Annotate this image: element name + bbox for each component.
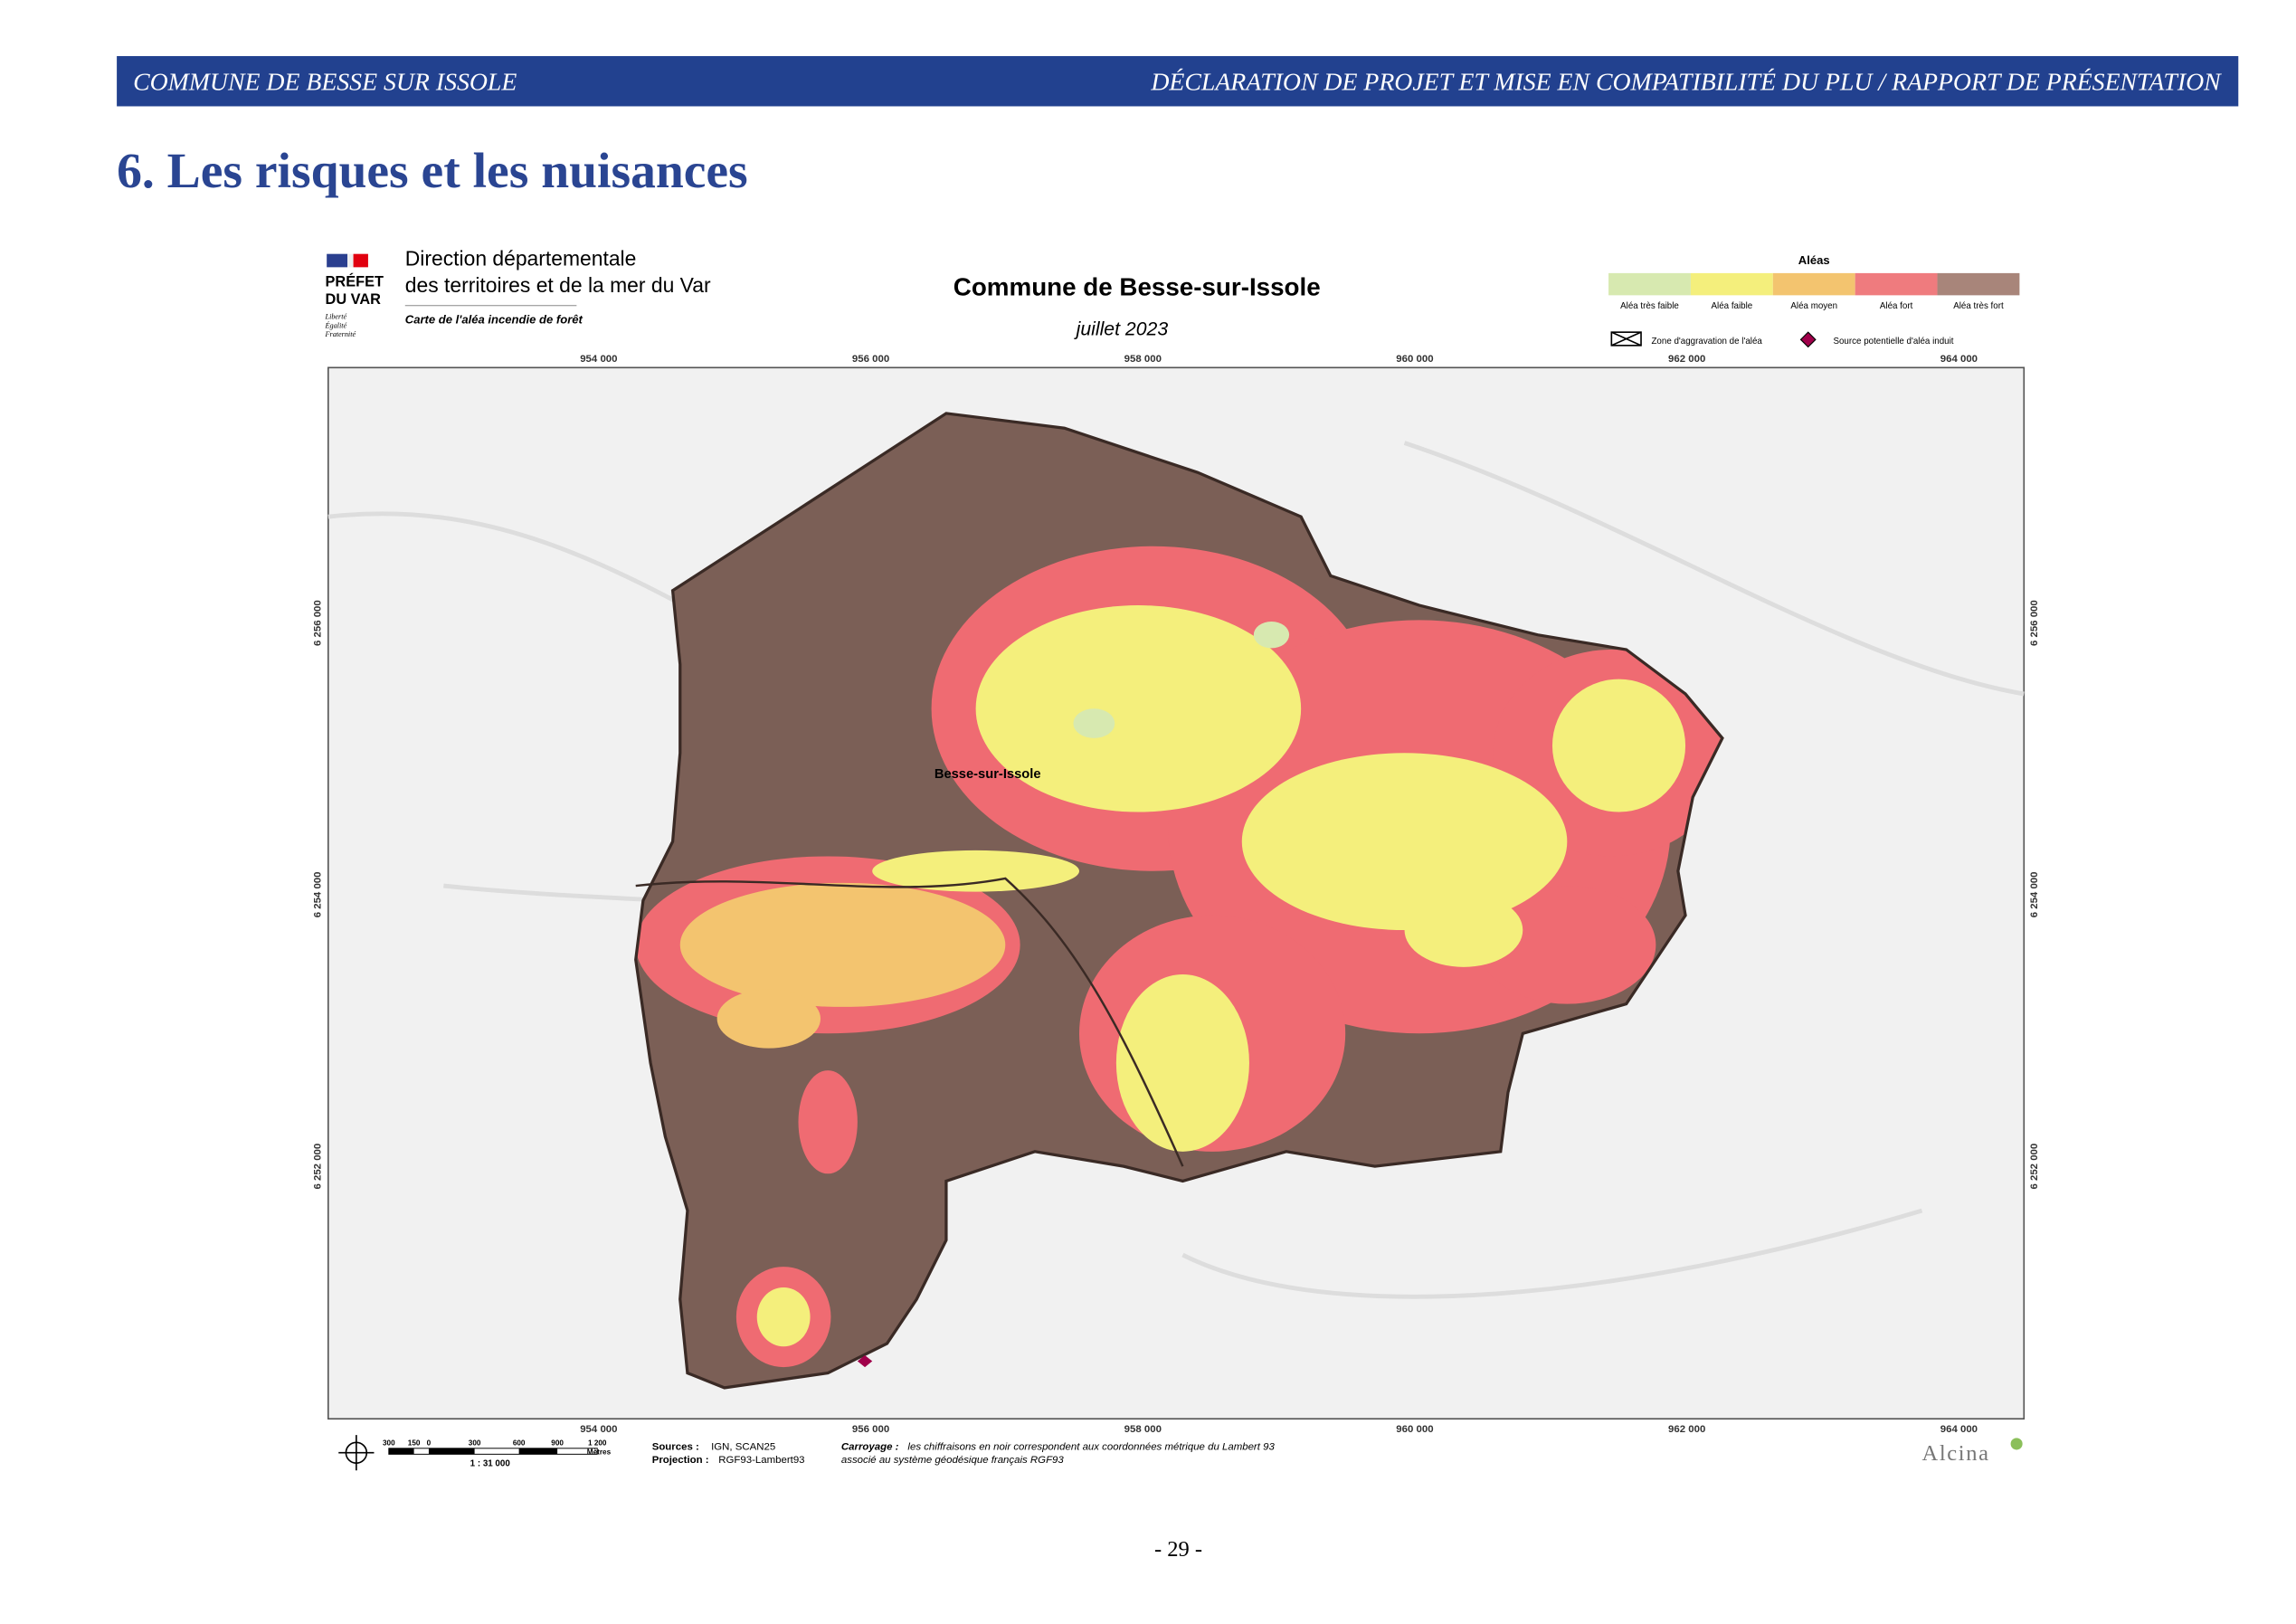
y-coordinate: 6 252 000: [2029, 1144, 2040, 1190]
map-date: juillet 2023: [1074, 318, 1169, 339]
north-arrow-cross: [338, 1435, 375, 1471]
flag-red: [353, 253, 368, 268]
aggravation-symbol: [1610, 331, 1642, 347]
legend-aggravation: Zone d'aggravation de l'aléa: [1651, 337, 1762, 347]
scale-unit: Mètres: [587, 1448, 612, 1456]
motto: Liberté: [325, 312, 347, 320]
legend-label: Aléa très faible: [1620, 301, 1679, 311]
map-subtitle: Carte de l'aléa incendie de forêt: [405, 312, 583, 326]
map-panel: PRÉFET DU VAR Liberté Égalité Fraternité…: [303, 236, 2048, 1481]
legend-label: Aléa faible: [1712, 301, 1753, 311]
scale-tick-label: 150: [408, 1439, 421, 1448]
source-marker: [857, 1355, 873, 1368]
carroyage: associé au système géodésique français R…: [841, 1455, 1065, 1466]
agency-line: Direction départementale: [405, 247, 637, 271]
scale-bar: 300 150 0 300 600 900 1 200: [383, 1439, 607, 1455]
x-coordinate: 962 000: [1668, 1424, 1705, 1435]
section-title: 6. Les risques et les nuisances: [117, 144, 748, 199]
x-coordinate: 958 000: [1124, 354, 1162, 365]
x-coordinate: 956 000: [852, 1424, 889, 1435]
legend-swatch: [1608, 272, 1691, 296]
projection-label: Projection :: [652, 1455, 709, 1466]
carroyage: les chiffraisons en noir correspondent a…: [907, 1441, 1275, 1452]
scale-tick-label: 1 200: [588, 1439, 607, 1448]
flag-white: [347, 253, 354, 268]
sources-label: Sources :: [652, 1441, 699, 1452]
y-coordinate: 6 252 000: [313, 1144, 324, 1190]
y-coordinate: 6 256 000: [313, 600, 324, 646]
x-coordinate: 964 000: [1940, 354, 1978, 365]
scale-tick-label: 0: [427, 1439, 432, 1448]
logo: Alcina: [1922, 1441, 1990, 1466]
legend: Aléa très faible Aléa faible Aléa moyen Alé…: [1608, 272, 2020, 311]
prefet-line: DU VAR: [326, 291, 382, 308]
source-symbol: [1799, 331, 1817, 348]
main-road: [635, 877, 1184, 1167]
motto: Égalité: [325, 320, 347, 329]
scale-tick-label: 300: [469, 1439, 481, 1448]
aggravation-cross: [1611, 331, 1642, 347]
scale-bar-body: [388, 1448, 598, 1455]
scale-tick-label: 900: [551, 1439, 564, 1448]
legend-swatch: [1690, 272, 1773, 296]
legend-label: Aléa moyen: [1790, 301, 1837, 311]
prefet-line: PRÉFET: [326, 273, 384, 290]
scale-segment: [388, 1448, 414, 1455]
map-title: Commune de Besse-sur-Issole: [954, 272, 1321, 300]
place-label: Besse-sur-Issole: [935, 767, 1041, 782]
page-number: - 29 -: [1154, 1537, 1202, 1562]
scale-ratio: 1 : 31 000: [470, 1458, 511, 1468]
legend-swatch: [1772, 272, 1855, 296]
motto: Fraternité: [325, 330, 356, 338]
hazard-medium: [679, 882, 1006, 1049]
carroyage-label: Carroyage :: [841, 1441, 899, 1452]
logo-leaf: [2010, 1438, 2023, 1450]
projection: RGF93-Lambert93: [718, 1455, 804, 1466]
x-coordinate: 962 000: [1668, 354, 1705, 365]
legend-label: Aléa très fort: [1953, 301, 2004, 311]
legend-source: Source potentielle d'aléa induit: [1833, 337, 1953, 347]
agency-line: des territoires et de la mer du Var: [405, 273, 711, 297]
x-coordinate: 960 000: [1396, 354, 1433, 365]
x-coordinate: 960 000: [1396, 1424, 1433, 1435]
coordinates: 954 000 954 000 956 000 956 000 958 000 958 0…: [313, 354, 2040, 1435]
y-coordinate: 6 254 000: [2029, 871, 2040, 917]
header-left: COMMUNE DE BESSE SUR ISSOLE: [133, 69, 517, 97]
scale-tick-label: 300: [383, 1439, 395, 1448]
hazard-very-low: [1073, 621, 1290, 738]
flag-blue: [327, 253, 348, 268]
x-coordinate: 956 000: [852, 354, 889, 365]
header-bar: [117, 56, 2239, 107]
header-right: DÉCLARATION DE PROJET ET MISE EN COMPATI…: [1150, 69, 2222, 97]
x-coordinate: 954 000: [580, 354, 617, 365]
scale-segment: [428, 1448, 475, 1455]
legend-label: Aléa fort: [1880, 301, 1913, 311]
scale-segment: [518, 1448, 558, 1455]
scale-tick-label: 600: [513, 1439, 526, 1448]
legend-swatch: [1937, 272, 2020, 296]
x-coordinate: 964 000: [1940, 1424, 1978, 1435]
y-coordinate: 6 256 000: [2029, 600, 2040, 646]
y-coordinate: 6 254 000: [313, 871, 324, 917]
x-coordinate: 954 000: [580, 1424, 617, 1435]
legend-swatch: [1855, 272, 1938, 296]
x-coordinate: 958 000: [1124, 1424, 1162, 1435]
hazard-low: [756, 605, 1686, 1347]
legend-title: Aléas: [1798, 253, 1830, 267]
sources: IGN, SCAN25: [711, 1441, 775, 1452]
